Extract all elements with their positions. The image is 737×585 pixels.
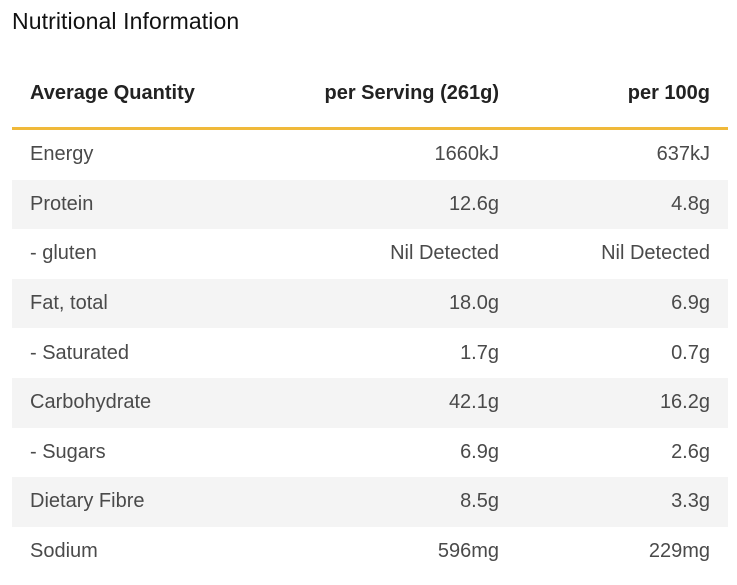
page-title: Nutritional Information — [12, 8, 240, 34]
per-serving-value: 42.1g — [248, 377, 517, 428]
nutrient-name: Fat, total — [12, 278, 248, 329]
table-header: Average Quantity per Serving (261g) per … — [12, 60, 728, 130]
table-row: - gluten Nil Detected Nil Detected — [12, 229, 728, 279]
nutrient-name: Protein — [12, 179, 248, 230]
per-100g-value: 0.7g — [517, 328, 728, 378]
per-100g-value: 6.9g — [517, 278, 728, 329]
per-100g-value: 4.8g — [517, 179, 728, 230]
nutrient-name: Carbohydrate — [12, 377, 248, 428]
per-100g-value: Nil Detected — [517, 229, 728, 279]
per-serving-value: 12.6g — [248, 179, 517, 230]
header-row: Average Quantity per Serving (261g) per … — [12, 60, 728, 130]
table-row: Sodium 596mg 229mg — [12, 526, 728, 577]
nutrient-name: Dietary Fibre — [12, 477, 248, 527]
nutrient-name: - Saturated — [12, 328, 248, 378]
table-row: - Saturated 1.7g 0.7g — [12, 328, 728, 378]
table-row: Carbohydrate 42.1g 16.2g — [12, 377, 728, 428]
nutrient-name: - Sugars — [12, 427, 248, 478]
table-body: Energy 1660kJ 637kJ Protein 12.6g 4.8g -… — [12, 128, 728, 577]
per-100g-value: 16.2g — [517, 377, 728, 428]
column-header-per-serving: per Serving (261g) — [248, 60, 517, 130]
column-header-average-quantity: Average Quantity — [12, 60, 248, 130]
column-header-per-100g: per 100g — [517, 60, 728, 130]
nutrient-name: Sodium — [12, 526, 248, 577]
per-100g-value: 2.6g — [517, 427, 728, 478]
per-serving-value: 6.9g — [248, 427, 517, 478]
table-row: Energy 1660kJ 637kJ — [12, 128, 728, 180]
table-row: - Sugars 6.9g 2.6g — [12, 427, 728, 478]
per-serving-value: 8.5g — [248, 477, 517, 527]
per-serving-value: 18.0g — [248, 278, 517, 329]
per-100g-value: 229mg — [517, 526, 728, 577]
per-serving-value: 596mg — [248, 526, 517, 577]
per-serving-value: Nil Detected — [248, 229, 517, 279]
per-100g-value: 637kJ — [517, 128, 728, 180]
nutrient-name: Energy — [12, 128, 248, 180]
nutrient-name: - gluten — [12, 229, 248, 279]
nutrition-table: Average Quantity per Serving (261g) per … — [12, 60, 728, 577]
table-row: Dietary Fibre 8.5g 3.3g — [12, 477, 728, 527]
per-serving-value: 1.7g — [248, 328, 517, 378]
table-row: Protein 12.6g 4.8g — [12, 179, 728, 230]
per-serving-value: 1660kJ — [248, 128, 517, 180]
per-100g-value: 3.3g — [517, 477, 728, 527]
table-row: Fat, total 18.0g 6.9g — [12, 278, 728, 329]
